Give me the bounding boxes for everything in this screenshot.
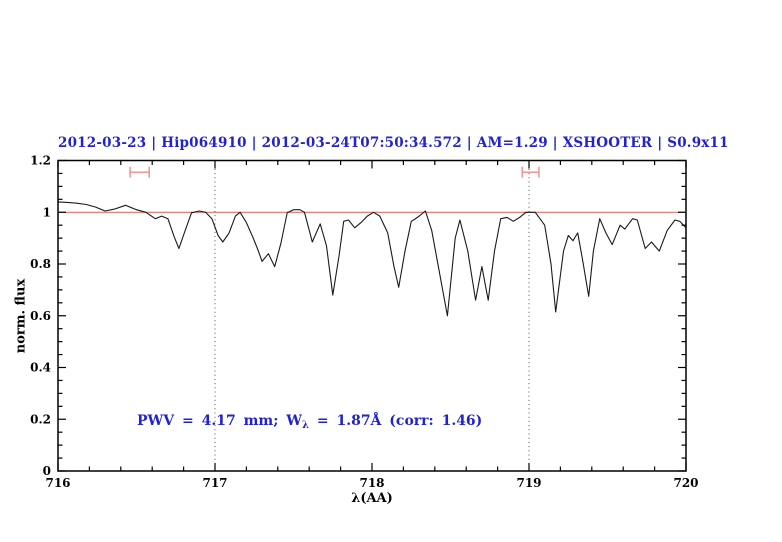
x-axis-label: λ(AA) (351, 491, 393, 506)
spectrum-line (57, 201, 687, 317)
y-tick-label: 1 (43, 205, 51, 219)
x-tick-label: 716 (45, 476, 70, 490)
axis-ticks (57, 159, 687, 472)
x-tick-label: 719 (516, 476, 541, 490)
pwv-annotation-subscript: λ (301, 420, 309, 431)
pwv-annotation: PWV = 4.17 mm; Wλ = 1.87Å (corr: 1.46) (137, 413, 482, 431)
y-tick-label: 0.8 (30, 257, 51, 271)
y-tick-label: 1.2 (30, 154, 51, 168)
y-tick-label: 0 (43, 464, 51, 478)
x-tick-label: 720 (673, 476, 698, 490)
y-tick-label: 0.6 (30, 309, 51, 323)
pwv-annotation-suffix: = 1.87Å (corr: 1.46) (308, 413, 483, 429)
y-tick-label: 0.4 (30, 361, 51, 375)
y-axis-label: norm. flux (13, 278, 29, 354)
tick-labels: 716 717 718 719 720 0 0.2 0.4 0.6 0.8 1 1.2 (30, 154, 698, 491)
band-marker (521, 166, 540, 178)
y-tick-label: 0.2 (30, 412, 51, 426)
plot-title: 2012-03-23 | Hip064910 | 2012-03-24T07:5… (58, 135, 729, 151)
x-tick-label: 717 (202, 476, 227, 490)
band-marker (129, 166, 150, 178)
pwv-annotation-prefix: PWV = 4.17 mm; W (137, 413, 302, 429)
x-tick-label: 718 (359, 476, 384, 490)
